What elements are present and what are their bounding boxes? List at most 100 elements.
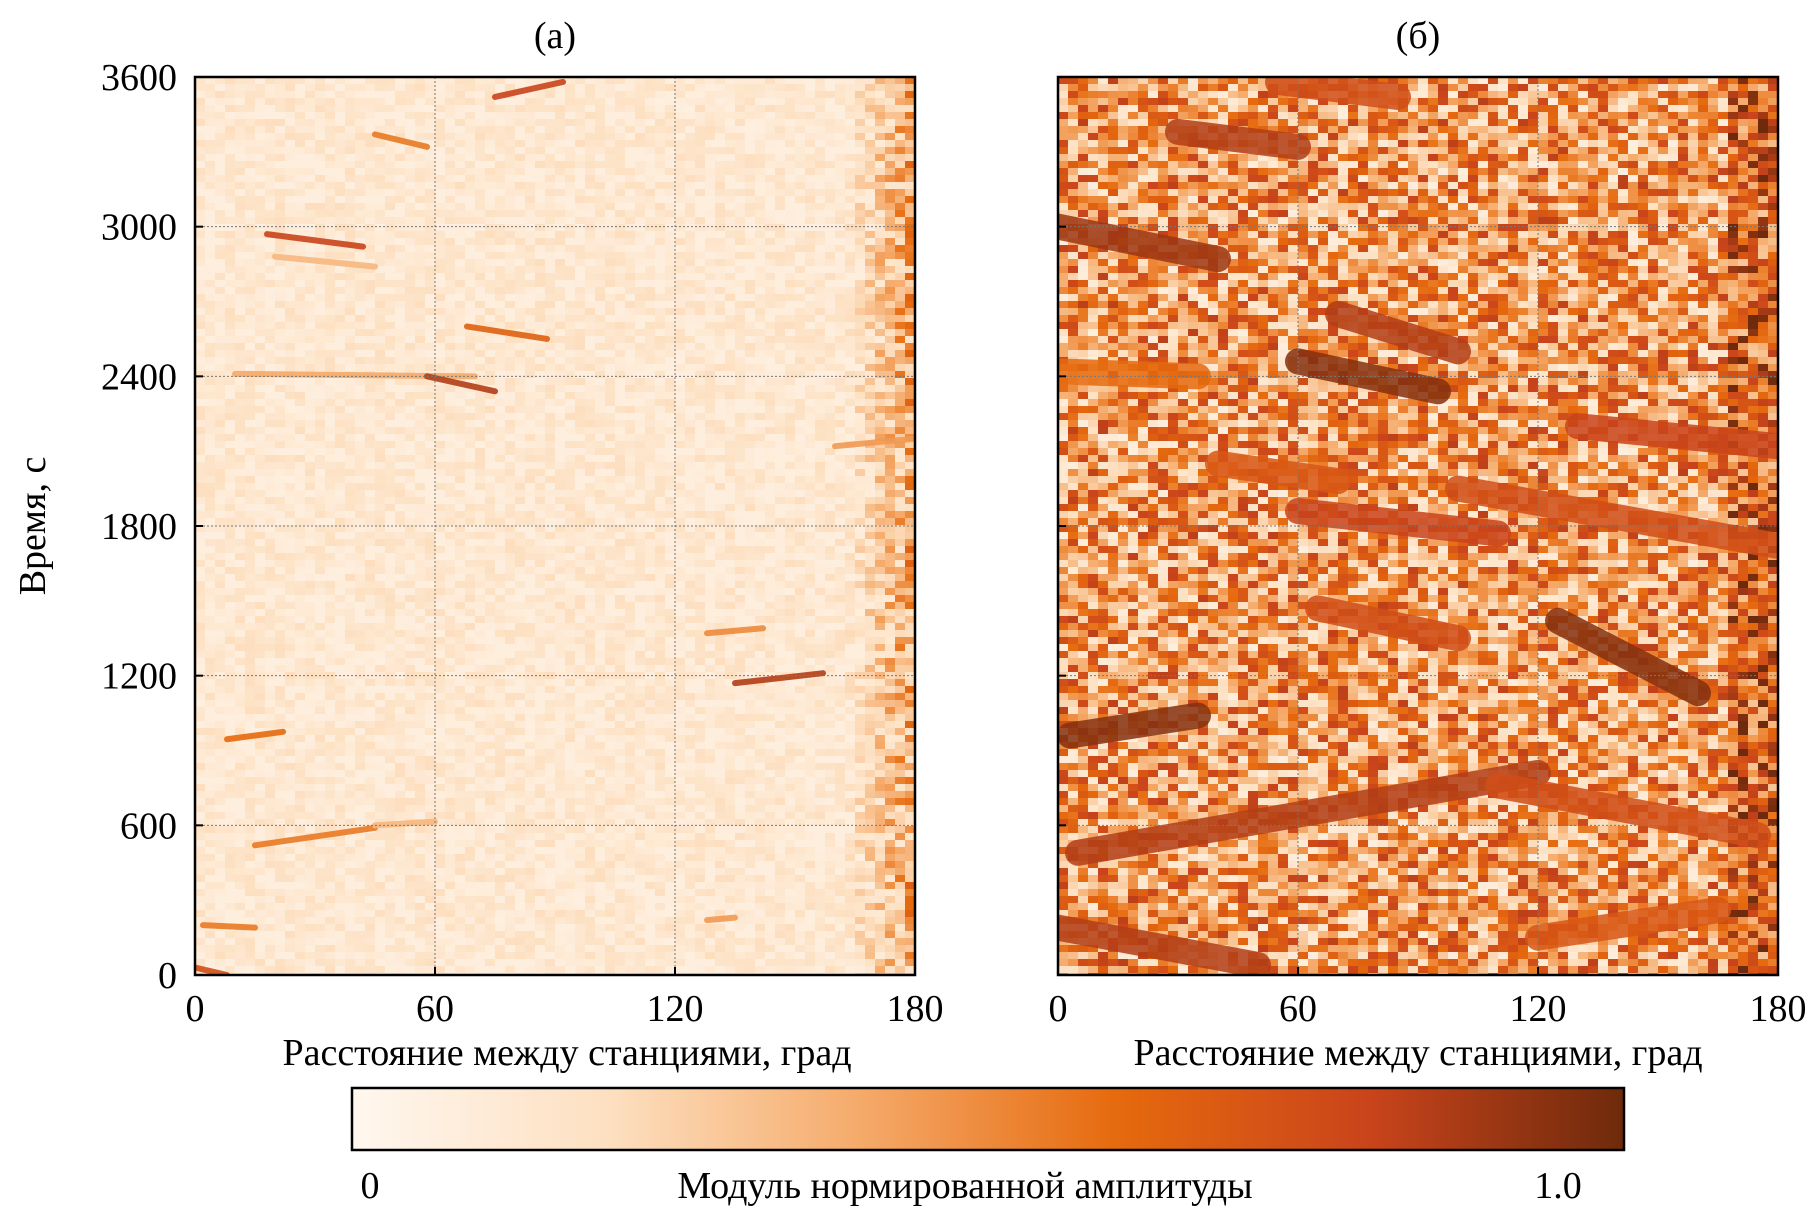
heatmap-cell [445, 637, 455, 644]
heatmap-cell [845, 343, 855, 350]
heatmap-cell [615, 588, 625, 595]
heatmap-cell [895, 574, 905, 581]
heatmap-cell [655, 595, 665, 602]
heatmap-cell [485, 308, 495, 315]
heatmap-cell [855, 343, 865, 350]
heatmap-cell [645, 413, 655, 420]
heatmap-cell [265, 91, 275, 98]
heatmap-cell [485, 182, 495, 189]
heatmap-cell [595, 217, 605, 224]
heatmap-cell [555, 273, 565, 280]
heatmap-cell [205, 497, 215, 504]
heatmap-cell [845, 210, 855, 217]
heatmap-cell [905, 161, 915, 168]
heatmap-cell [695, 238, 705, 245]
heatmap-cell [285, 259, 295, 266]
heatmap-cell [625, 273, 635, 280]
heatmap-cell [545, 427, 555, 434]
heatmap-cell [435, 231, 445, 238]
heatmap-cell [795, 98, 805, 105]
heatmap-cell [385, 238, 395, 245]
heatmap-cell [875, 350, 885, 357]
heatmap-cell [545, 364, 555, 371]
heatmap-cell [825, 574, 835, 581]
heatmap-cell [705, 336, 715, 343]
heatmap-cell [315, 175, 325, 182]
heatmap-cell [885, 224, 895, 231]
heatmap-cell [515, 357, 525, 364]
heatmap-cell [835, 378, 845, 385]
heatmap-cell [235, 546, 245, 553]
heatmap-cell [735, 273, 745, 280]
heatmap-cell [305, 147, 315, 154]
heatmap-cell [275, 119, 285, 126]
heatmap-cell [285, 476, 295, 483]
heatmap-cell [775, 98, 785, 105]
heatmap-cell [365, 546, 375, 553]
heatmap-cell [395, 392, 405, 399]
heatmap-cell [795, 518, 805, 525]
heatmap-cell [465, 539, 475, 546]
heatmap-cell [575, 308, 585, 315]
heatmap-cell [855, 84, 865, 91]
heatmap-cell [585, 273, 595, 280]
heatmap-cell [205, 252, 215, 259]
heatmap-cell [705, 357, 715, 364]
heatmap-cell [295, 336, 305, 343]
heatmap-cell [505, 420, 515, 427]
heatmap-cell [775, 371, 785, 378]
heatmap-cell [645, 385, 655, 392]
heatmap-cell [505, 140, 515, 147]
heatmap-cell [375, 539, 385, 546]
heatmap-cell [525, 623, 535, 630]
heatmap-cell [495, 98, 505, 105]
heatmap-cell [525, 609, 535, 616]
heatmap-cell [645, 175, 655, 182]
heatmap-cell [795, 119, 805, 126]
heatmap-cell [325, 154, 335, 161]
heatmap-cell [225, 140, 235, 147]
heatmap-cell [735, 287, 745, 294]
heatmap-cell [795, 77, 805, 84]
heatmap-cell [595, 210, 605, 217]
heatmap-cell [885, 322, 895, 329]
heatmap-cell [535, 595, 545, 602]
heatmap-cell [485, 259, 495, 266]
heatmap-cell [445, 154, 455, 161]
heatmap-cell [265, 476, 275, 483]
heatmap-cell [515, 525, 525, 532]
heatmap-cell [255, 322, 265, 329]
heatmap-cell [865, 560, 875, 567]
heatmap-cell [575, 112, 585, 119]
heatmap-cell [265, 189, 275, 196]
heatmap-cell [825, 357, 835, 364]
heatmap-cell [895, 112, 905, 119]
heatmap-cell [425, 588, 435, 595]
heatmap-cell [545, 105, 555, 112]
heatmap-cell [405, 623, 415, 630]
heatmap-cell [315, 504, 325, 511]
heatmap-cell [495, 161, 505, 168]
heatmap-cell [415, 385, 425, 392]
heatmap-cell [895, 441, 905, 448]
heatmap-cell [265, 308, 275, 315]
heatmap-cell [215, 224, 225, 231]
heatmap-cell [295, 245, 305, 252]
heatmap-cell [395, 168, 405, 175]
heatmap-cell [735, 434, 745, 441]
heatmap-cell [195, 497, 205, 504]
heatmap-cell [895, 616, 905, 623]
heatmap-cell [435, 119, 445, 126]
heatmap-cell [725, 147, 735, 154]
heatmap-cell [735, 112, 745, 119]
heatmap-cell [865, 168, 875, 175]
heatmap-cell [655, 224, 665, 231]
heatmap-cell [855, 161, 865, 168]
heatmap-cell [735, 364, 745, 371]
heatmap-cell [395, 441, 405, 448]
heatmap-cell [765, 182, 775, 189]
heatmap-cell [245, 511, 255, 518]
heatmap-cell [465, 175, 475, 182]
heatmap-cell [255, 280, 265, 287]
heatmap-cell [345, 378, 355, 385]
